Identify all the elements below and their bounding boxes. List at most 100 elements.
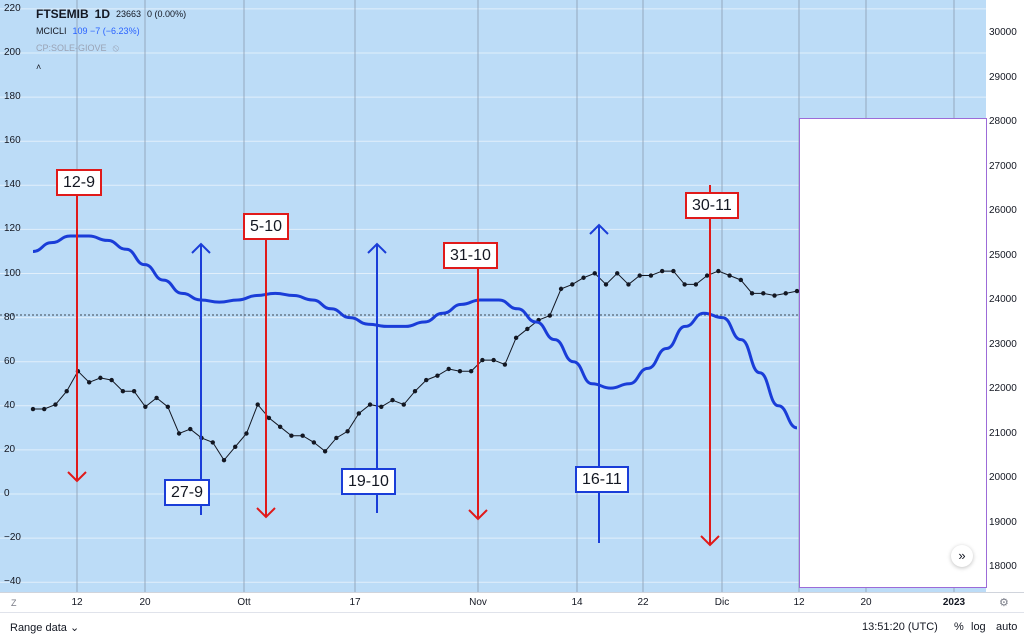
blue-arrow-27-9-head (191, 242, 211, 254)
time-axis-tick-label: Ott (237, 597, 251, 608)
right-axis-tick-label: 19000 (989, 516, 1017, 528)
eye-off-icon[interactable]: ⦸ (112, 43, 120, 54)
price-point (693, 282, 699, 287)
right-axis-tick-label: 24000 (989, 294, 1017, 305)
label-5-10[interactable]: 5-10 (243, 213, 290, 240)
price-point (648, 273, 654, 278)
right-axis-tick-label: 27000 (989, 160, 1017, 172)
right-axis-tick-label: 29000 (989, 71, 1017, 83)
label-12-9[interactable]: 12-9 (56, 169, 103, 196)
auto-toggle[interactable]: auto (996, 621, 1018, 633)
chevron-down-icon: ⌄ (69, 622, 80, 634)
cycle-indicator-line (32, 234, 798, 430)
time-axis-tick-label: 22 (637, 597, 649, 608)
right-axis-tick-label: 18000 (989, 561, 1017, 572)
label-19-10[interactable]: 19-10 (341, 468, 396, 495)
price-point (289, 433, 294, 438)
red-arrow-31-10-head (468, 509, 488, 521)
left-axis-tick-label: 140 (4, 179, 21, 191)
time-axis-tick-label: 14 (571, 597, 583, 608)
symbol-name[interactable]: FTSEMIB (36, 7, 89, 21)
price-point (716, 268, 721, 274)
left-axis-tick-label: −20 (4, 532, 21, 544)
price-point (401, 402, 406, 407)
status-bar: Range data ⌄ 13:51:20 (UTC) % log auto (0, 612, 1024, 640)
price-point (783, 291, 788, 296)
price-point (592, 271, 597, 276)
price-point (322, 449, 328, 454)
indicator-row[interactable]: MCICLI 109 −7 (−6.23%) (36, 23, 186, 40)
left-axis-tick-label: 60 (4, 355, 16, 367)
utc-clock[interactable]: 13:51:20 (UTC) (862, 621, 938, 633)
price-point (188, 426, 193, 432)
price-point (581, 275, 586, 280)
label-31-10[interactable]: 31-10 (443, 242, 498, 269)
scroll-to-realtime-button[interactable]: » (951, 545, 973, 567)
price-point (727, 273, 732, 278)
price-point (165, 404, 171, 409)
price-point (255, 402, 260, 407)
price-point (570, 282, 575, 287)
time-axis-tick-label: 2023 (942, 597, 966, 608)
price-point (86, 380, 92, 385)
right-price-axis[interactable] (986, 0, 1024, 592)
price-point (772, 293, 777, 298)
settings-icon[interactable]: ⚙ (999, 597, 1009, 609)
label-27-9[interactable]: 27-9 (164, 479, 211, 506)
price-point (356, 411, 362, 416)
price-point (671, 268, 676, 274)
label-30-11[interactable]: 30-11 (685, 192, 739, 219)
label-16-11[interactable]: 16-11 (575, 466, 629, 493)
price-point (64, 389, 69, 394)
price-point (704, 273, 710, 278)
left-axis-tick-label: 40 (4, 399, 16, 411)
time-axis[interactable] (0, 592, 1024, 612)
percent-toggle[interactable]: % (954, 621, 964, 633)
log-toggle[interactable]: log (971, 621, 986, 633)
price-point (480, 357, 485, 363)
price-point (749, 291, 755, 296)
indicator-name[interactable]: MCICLI (36, 26, 67, 36)
price-point (379, 404, 384, 409)
price-point (446, 366, 451, 372)
price-point (457, 369, 463, 374)
price-point (120, 389, 126, 394)
interval-label[interactable]: 1D (94, 7, 111, 21)
price-point (424, 377, 429, 383)
red-arrow-12-9-head (67, 471, 87, 483)
price-change: 0 (0.00%) (147, 9, 187, 19)
time-axis-tick-label: 20 (139, 597, 151, 608)
price-point (682, 282, 687, 287)
right-axis-tick-label: 25000 (989, 249, 1017, 261)
price-point (468, 369, 474, 374)
chart-legend: FTSEMIB 1D 23663 0 (0.00%) MCICLI 109 −7… (36, 6, 186, 76)
time-axis-tick-label: Nov (469, 597, 487, 608)
range-data-button[interactable]: Range data ⌄ (10, 622, 80, 634)
right-axis-tick-label: 22000 (989, 383, 1017, 394)
price-series-line (33, 270, 798, 462)
price-point (637, 273, 642, 278)
price-point (143, 404, 148, 409)
left-axis-tick-label: 220 (4, 2, 21, 14)
symbol-row[interactable]: FTSEMIB 1D 23663 0 (0.00%) (36, 6, 186, 23)
price-point (131, 389, 137, 394)
price-point (435, 373, 440, 378)
price-point (558, 286, 564, 292)
price-point (300, 433, 305, 438)
chevron-up-icon[interactable]: ˄ (36, 62, 42, 72)
right-axis-tick-label: 28000 (989, 116, 1017, 127)
price-point (626, 282, 631, 287)
left-axis-tick-label: 120 (4, 223, 21, 235)
price-point (30, 406, 36, 412)
price-point (761, 291, 766, 296)
price-point (603, 282, 609, 287)
price-point (547, 313, 553, 318)
time-axis-tick-label: 17 (349, 597, 361, 608)
left-axis-tick-label: −40 (4, 576, 21, 588)
left-axis-tick-label: 200 (4, 47, 21, 58)
left-axis-tick-label: 20 (4, 443, 16, 455)
timezone-icon[interactable]: Z (11, 598, 17, 608)
compare-symbol-name[interactable]: CP:SOLE-GIOVE (36, 43, 107, 53)
compare-row[interactable]: CP:SOLE-GIOVE ⦸ (36, 40, 186, 57)
price-point (615, 271, 620, 276)
